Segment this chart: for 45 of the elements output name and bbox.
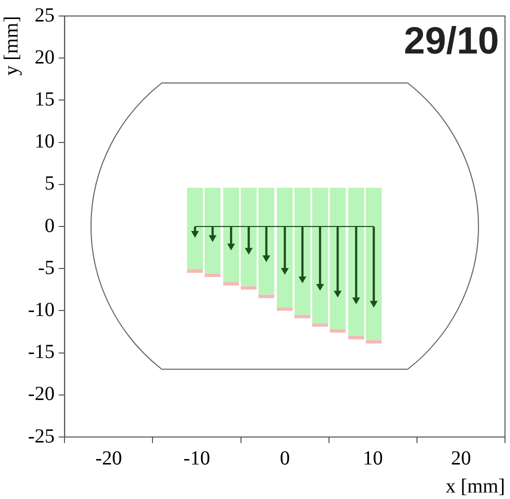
x-tick-label: 0 (280, 447, 290, 470)
point (262, 255, 270, 262)
annotation: 29/10 (404, 20, 499, 62)
bar (223, 282, 240, 286)
point (334, 290, 342, 298)
y-tick-label: -20 (28, 383, 55, 406)
bar (223, 188, 240, 282)
y-tick-label: -10 (28, 298, 55, 321)
y-tick-label: 20 (34, 46, 55, 68)
bar (258, 294, 274, 298)
bar (294, 314, 310, 318)
point (316, 284, 324, 290)
point (281, 268, 288, 274)
y-tick-label: 15 (34, 88, 55, 110)
point (228, 244, 235, 250)
y-tick-label: -15 (28, 341, 55, 364)
x-tick-label: -10 (183, 447, 210, 470)
bar (240, 188, 257, 286)
bar (276, 307, 293, 311)
bar (204, 274, 221, 278)
point (352, 298, 360, 304)
x-tick-label: 20 (450, 447, 471, 470)
point (191, 230, 199, 238)
y-tick-label: 5 (44, 172, 55, 195)
bar (312, 323, 328, 327)
x-tick-label: 10 (362, 447, 383, 470)
bar (330, 329, 346, 333)
x-axis-title: x [mm] (446, 475, 505, 498)
point (298, 276, 306, 283)
y-tick-label: 0 (44, 214, 55, 237)
y-tick-label: -5 (38, 256, 55, 279)
bar (366, 188, 382, 340)
bar (258, 188, 274, 295)
point (209, 235, 216, 242)
bar (187, 269, 203, 273)
y-axis-title: y [mm] (0, 16, 22, 76)
bar (348, 188, 364, 336)
point (370, 300, 378, 308)
x-tick-label: -20 (95, 447, 122, 470)
y-tick-label: -25 (28, 425, 55, 448)
bar (366, 340, 382, 344)
bar (348, 336, 364, 340)
y-tick-label: 25 (34, 4, 55, 26)
point (245, 248, 252, 254)
y-tick-label: 10 (34, 130, 55, 153)
